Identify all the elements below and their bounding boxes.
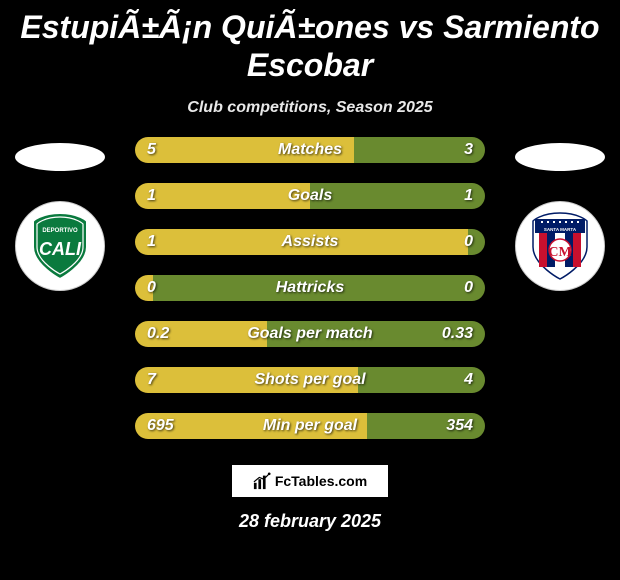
stat-bar-track (135, 321, 485, 347)
svg-text:CALI: CALI (39, 239, 82, 259)
stat-bar-left-fill (135, 275, 153, 301)
left-team-crest: DEPORTIVO CALI (15, 201, 105, 291)
svg-text:DEPORTIVO: DEPORTIVO (42, 228, 78, 234)
stat-bar-track (135, 367, 485, 393)
stat-bar-right-fill (367, 413, 485, 439)
stat-bar-right-fill (354, 137, 485, 163)
stat-bar: Min per goal695354 (135, 413, 485, 439)
svg-text:CM: CM (548, 245, 571, 260)
left-team-column: DEPORTIVO CALI (0, 137, 120, 291)
stat-bar-left-fill (135, 413, 367, 439)
stat-bar-track (135, 137, 485, 163)
stat-bar-track (135, 275, 485, 301)
stat-bar: Hattricks00 (135, 275, 485, 301)
left-crest-svg: DEPORTIVO CALI (21, 207, 99, 285)
left-player-photo (15, 143, 105, 171)
fctables-logo: FcTables.com (230, 463, 390, 499)
stat-bar: Goals11 (135, 183, 485, 209)
date-label: 28 february 2025 (0, 511, 620, 532)
stat-bar: Goals per match0.20.33 (135, 321, 485, 347)
stat-bar-right-fill (310, 183, 485, 209)
comparison-content: DEPORTIVO CALI SANTA MARTA CM Matches53 G… (0, 137, 620, 439)
stat-bar-right-fill (468, 229, 486, 255)
stat-bar-track (135, 183, 485, 209)
stat-bar-right-fill (267, 321, 485, 347)
stat-bar-left-fill (135, 183, 310, 209)
logo-chart-icon (253, 472, 271, 490)
page-title: EstupiÃ±Ã¡n QuiÃ±ones vs Sarmiento Escob… (0, 0, 620, 89)
right-team-crest: SANTA MARTA CM (515, 201, 605, 291)
stat-bar-right-fill (358, 367, 485, 393)
stat-bar-left-fill (135, 367, 358, 393)
logo-text: FcTables.com (275, 473, 367, 489)
svg-text:SANTA MARTA: SANTA MARTA (544, 227, 577, 232)
stat-bar-left-fill (135, 229, 468, 255)
stat-bar-left-fill (135, 321, 267, 347)
stat-bar-track (135, 229, 485, 255)
right-team-column: SANTA MARTA CM (500, 137, 620, 291)
stat-bar: Shots per goal74 (135, 367, 485, 393)
stat-bar: Matches53 (135, 137, 485, 163)
stat-bars: Matches53 Goals11 Assists10 Hattricks00 Goal… (135, 137, 485, 439)
stat-bar-left-fill (135, 137, 354, 163)
stat-bar-right-fill (153, 275, 486, 301)
right-player-photo (515, 143, 605, 171)
stat-bar: Assists10 (135, 229, 485, 255)
stat-bar-track (135, 413, 485, 439)
right-crest-svg: SANTA MARTA CM (521, 207, 599, 285)
subtitle: Club competitions, Season 2025 (0, 99, 620, 117)
